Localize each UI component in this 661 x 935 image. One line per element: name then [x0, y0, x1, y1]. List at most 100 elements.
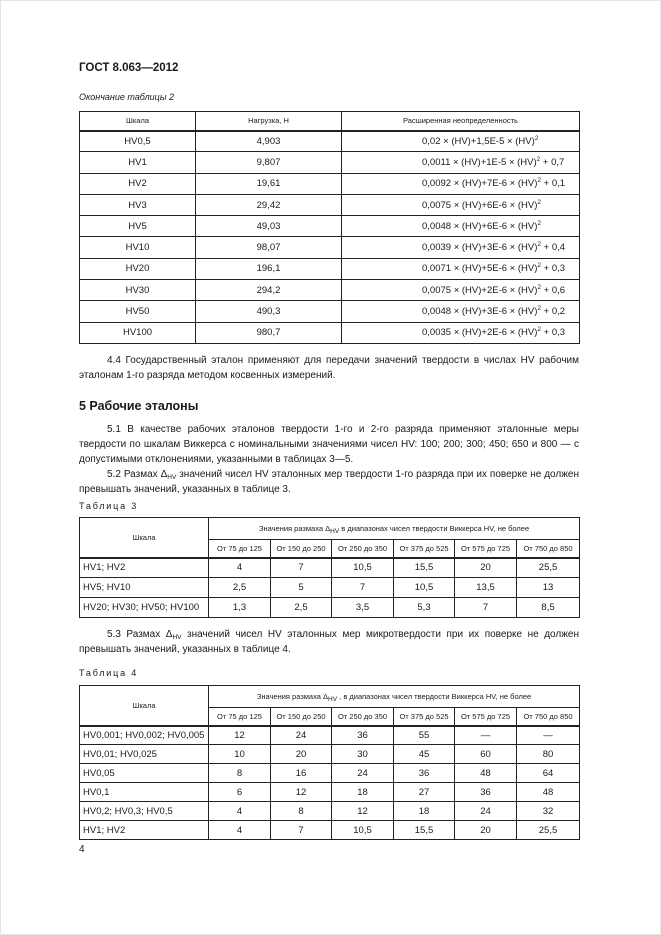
formula-exponent: 2 [537, 198, 541, 206]
scale-cell: HV1; HV2 [79, 557, 209, 578]
value-cell: 10,5 [331, 557, 394, 578]
value-cell: 36 [454, 782, 517, 802]
range-header: От 750 до 850 [515, 539, 581, 558]
value-cell: 7 [270, 557, 332, 578]
formula-exponent: 2 [537, 326, 541, 334]
scale-cell: HV10 [79, 236, 196, 259]
text: 5.2 Размах Δ [107, 469, 168, 480]
load-cell: 294,2 [195, 279, 342, 302]
scale-cell: HV2 [79, 172, 196, 195]
table2-caption: Окончание таблицы 2 [79, 92, 174, 102]
table-row: HV20; HV30; HV50; HV100 1,3 2,5 3,5 5,3 7 8,5 [79, 597, 581, 618]
value-cell: 45 [393, 744, 455, 764]
load-cell: 490,3 [195, 300, 342, 323]
uncertainty-cell: 0,0075 × (HV)+2E-6 × (HV)2 + 0,6 [341, 279, 580, 302]
value-cell: 6 [208, 782, 271, 802]
table3-caption: Таблица 3 [79, 501, 138, 511]
formula-exponent: 2 [537, 177, 541, 185]
header-row: Шкала Значения размаха ΔHV в диапазонах ч… [79, 517, 581, 558]
scale-cell: HV100 [79, 321, 196, 344]
uncertainty-cell: 0,0048 × (HV)+3E-6 × (HV)2 + 0,2 [341, 300, 580, 323]
formula-tail: + 0,6 [541, 284, 566, 296]
formula-exponent: 2 [534, 134, 539, 142]
load-cell: 980,7 [195, 321, 342, 344]
range-header: От 575 до 725 [454, 539, 517, 558]
value-cell: 2,5 [208, 577, 271, 598]
formula-text: 0,0071 × (HV)+5E-6 × (HV) [422, 263, 538, 275]
document-header: ГОСТ 8.063—2012 [79, 62, 179, 74]
paragraph-5-3: 5.3 Размах ΔHV значений чисел HV эталонн… [79, 627, 579, 657]
value-cell: 12 [331, 801, 394, 821]
formula-exponent: 2 [537, 283, 541, 291]
table-row: HV2 19,61 0,0092 × (HV)+7E-6 × (HV)2 + 0,1 [79, 172, 580, 195]
value-cell: 10,5 [331, 820, 394, 840]
load-cell: 19,61 [195, 172, 342, 195]
formula-tail: + 0,7 [540, 156, 565, 168]
value-cell: 24 [270, 725, 332, 745]
table-row: HV10 98,07 0,0039 × (HV)+3E-6 × (HV)2 + 0,… [79, 236, 580, 259]
table-row: HV50 490,3 0,0048 × (HV)+3E-6 × (HV)2 + 0,… [79, 300, 580, 323]
value-cell: — [515, 725, 581, 745]
value-cell: 4 [208, 801, 271, 821]
uncertainty-cell: 0,0071 × (HV)+5E-6 × (HV)2 + 0,3 [341, 257, 580, 281]
formula-exponent: 2 [537, 262, 541, 270]
uncertainty-cell: 0,0011 × (HV)+1E-5 × (HV)2 + 0,7 [341, 151, 580, 174]
uncertainty-cell: 0,0048 × (HV)+6E-6 × (HV)2 [341, 215, 580, 238]
table-row: HV0,01; HV0,025 10 20 30 45 60 80 [79, 744, 581, 764]
value-cell: 7 [331, 577, 394, 598]
value-cell: 8 [270, 801, 332, 821]
formula-exponent: 2 [536, 155, 541, 163]
text: в диапазонах чисел твердости Виккерса HV… [339, 524, 530, 533]
scale-cell: HV0,5 [79, 129, 196, 153]
value-cell: 12 [208, 725, 271, 745]
scale-header: Шкала [79, 517, 209, 558]
value-cell: 20 [454, 557, 517, 578]
scale-cell: HV50 [79, 300, 196, 323]
formula-exponent: 2 [537, 241, 541, 249]
range-header: От 75 до 125 [208, 707, 271, 726]
value-cell: 15,5 [393, 557, 455, 578]
scale-cell: HV3 [79, 193, 196, 217]
subscript: HV [330, 528, 340, 535]
value-cell: 13 [515, 577, 581, 598]
formula-exponent: 2 [537, 219, 541, 227]
value-cell: 80 [515, 744, 581, 764]
value-cell: 4 [208, 557, 271, 578]
table-row: HV5 49,03 0,0048 × (HV)+6E-6 × (HV)2 [79, 215, 580, 238]
value-cell: 18 [331, 782, 394, 802]
value-cell: 16 [270, 763, 332, 783]
load-cell: 98,07 [195, 236, 342, 259]
scale-cell: HV20 [79, 257, 196, 281]
range-header: От 375 до 525 [393, 707, 455, 726]
value-cell: 12 [270, 782, 332, 802]
value-cell: 27 [393, 782, 455, 802]
value-cell: 36 [393, 763, 455, 783]
value-cell: 24 [331, 763, 394, 783]
value-cell: 24 [454, 801, 517, 821]
load-cell: 29,42 [195, 193, 342, 217]
value-cell: 5,3 [393, 597, 455, 618]
value-cell: 25,5 [515, 557, 581, 578]
subscript: HV [167, 474, 177, 481]
formula-tail: + 0,3 [541, 263, 566, 275]
value-cell: 48 [515, 782, 581, 802]
formula-tail: + 0,1 [541, 178, 566, 190]
scale-cell: HV1; HV2 [79, 820, 209, 840]
table-row: HV1; HV2 4 7 10,5 15,5 20 25,5 [79, 820, 581, 840]
table-2: Шкала Нагрузка, Н Расширенная неопределе… [79, 111, 580, 344]
table-row: HV1; HV2 4 7 10,5 15,5 20 25,5 [79, 557, 581, 578]
range-header: От 75 до 125 [208, 539, 271, 558]
table-row: HV0,5 4,903 0,02 × (HV)+1,5E-5 × (HV)2 [79, 129, 580, 153]
value-cell: 7 [270, 820, 332, 840]
section-5-title: 5 Рабочие эталоны [79, 399, 199, 413]
value-cell: 10 [208, 744, 271, 764]
formula-text: 0,0092 × (HV)+7E-6 × (HV) [422, 178, 538, 190]
scale-header: Шкала [79, 685, 209, 726]
load-cell: 4,903 [195, 129, 342, 153]
formula-text: 0,0048 × (HV)+6E-6 × (HV) [422, 220, 538, 232]
value-cell: — [454, 725, 517, 745]
value-cell: 64 [515, 763, 581, 783]
uncertainty-cell: 0,0092 × (HV)+7E-6 × (HV)2 + 0,1 [341, 172, 580, 195]
load-cell: 9,807 [195, 151, 342, 174]
